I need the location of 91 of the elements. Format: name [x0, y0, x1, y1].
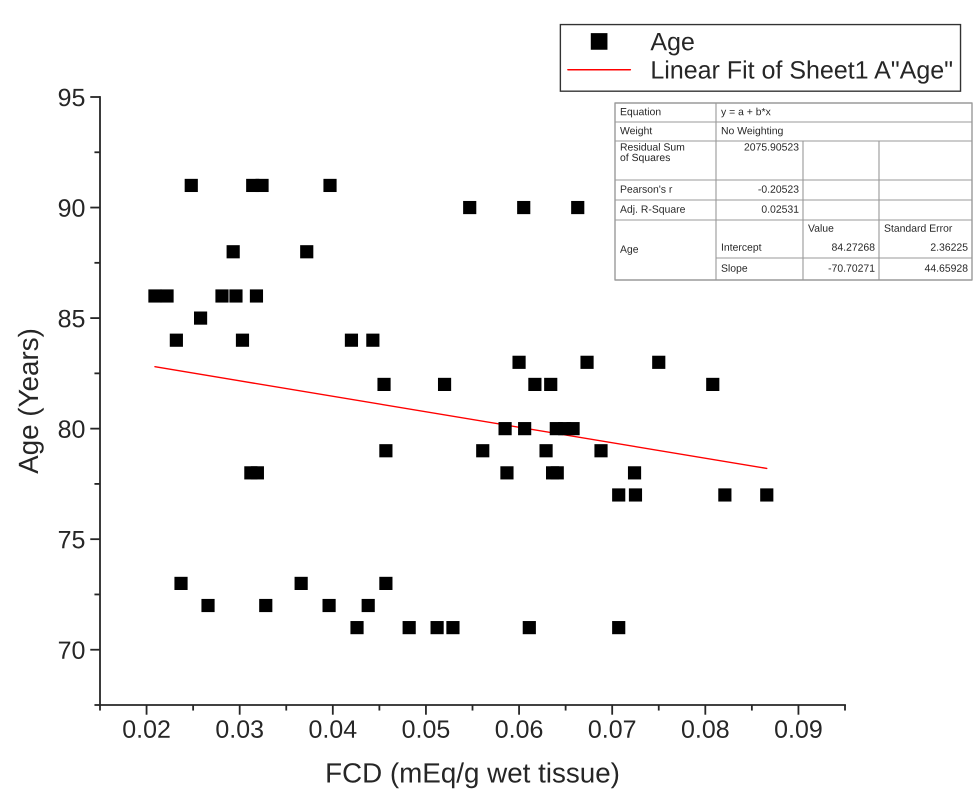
point [229, 289, 243, 303]
y-tick-label: 80 [58, 420, 84, 438]
point [438, 378, 452, 392]
point [430, 621, 444, 634]
point [566, 422, 580, 436]
point [300, 245, 314, 258]
point [379, 576, 392, 590]
text: 2.36225 [930, 243, 968, 251]
x-tick-label: 0.07 [588, 720, 636, 738]
point [580, 356, 594, 369]
x-tick-label: 0.08 [682, 720, 729, 738]
point [522, 621, 536, 634]
point [594, 444, 608, 458]
x-tick-label: 0.02 [123, 720, 170, 738]
point [377, 378, 391, 392]
point [612, 621, 626, 634]
point [362, 598, 375, 612]
x-tick-label: 0.06 [496, 720, 542, 738]
point [259, 598, 272, 612]
point [184, 178, 198, 192]
point [718, 488, 732, 502]
annotation: 2075.90523 [744, 143, 799, 151]
x-tick-label: 0.04 [309, 720, 356, 738]
annotation: -70.70271 [828, 264, 874, 272]
annotation: Residual Sum of Squares [620, 143, 684, 164]
y-tick-label: 70 [58, 641, 84, 660]
point [250, 289, 264, 303]
point [323, 178, 337, 192]
point [544, 378, 558, 392]
annotation: No Weighting [722, 126, 783, 136]
annotation: Value [808, 224, 834, 232]
point [498, 422, 512, 436]
point [550, 466, 564, 480]
point [174, 576, 188, 590]
point [160, 289, 174, 303]
point [322, 598, 336, 612]
x-tick-label: 0.09 [775, 720, 822, 738]
point [215, 289, 229, 303]
point [194, 312, 208, 325]
point [379, 444, 392, 458]
y-tick-label: 75 [58, 531, 84, 548]
point [402, 621, 416, 634]
point [255, 178, 269, 192]
point [350, 621, 364, 634]
legend-label: Age [650, 32, 694, 56]
point [517, 200, 530, 214]
annotation: Equation [620, 108, 660, 118]
point [612, 488, 626, 502]
point [170, 334, 183, 347]
y-tick-label: 95 [58, 88, 84, 106]
point [706, 378, 720, 392]
y-axis-title: Age (Years) [18, 330, 44, 474]
annotation: 0.02531 [762, 205, 798, 213]
point [366, 334, 380, 347]
x-tick-label: 0.03 [216, 720, 263, 738]
point [344, 334, 358, 347]
y-tick-label: 85 [58, 310, 84, 328]
legend-label: Linear Fit of Sheet1 A"Age" [652, 60, 952, 84]
text: 44.65928 [924, 264, 968, 272]
point [201, 598, 215, 612]
point [148, 289, 162, 303]
point [512, 356, 526, 369]
point [518, 422, 532, 436]
point [446, 621, 460, 634]
x-tick-label: 0.05 [402, 720, 450, 738]
annotation: Age [620, 246, 638, 255]
x-axis-title: FCD (mEq/g wet tissue) [327, 762, 618, 788]
annotation: Intercept [722, 244, 762, 253]
annotation: Pearson's r [620, 186, 672, 193]
point [528, 378, 542, 392]
point [628, 466, 642, 480]
annotation: y = a + b*x [721, 108, 771, 118]
annotation: Adj. R-Square [620, 205, 685, 215]
point [476, 444, 490, 458]
point [250, 466, 264, 480]
point [571, 200, 584, 214]
y-tick-label: 90 [58, 199, 84, 217]
point [652, 356, 666, 369]
point [500, 466, 514, 480]
annotation: Weight [620, 126, 652, 136]
annotation: 84.27268 [832, 243, 875, 251]
point [539, 444, 553, 458]
annotation: -0.20523 [758, 185, 799, 193]
point [760, 488, 774, 502]
point [294, 576, 308, 590]
annotation: Slope [721, 264, 748, 274]
point [463, 200, 476, 214]
point [628, 488, 642, 502]
point [236, 334, 250, 347]
text: Standard Error [884, 224, 952, 232]
point [226, 245, 240, 258]
